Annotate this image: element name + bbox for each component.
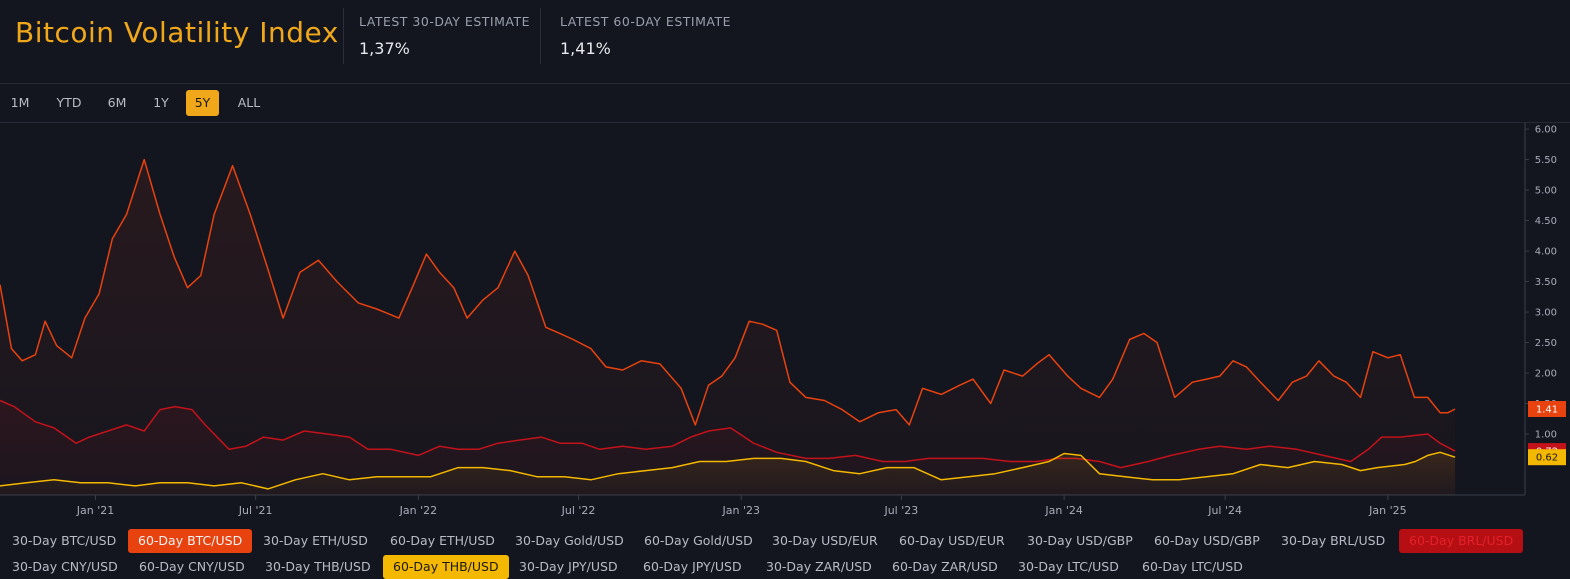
legend-item-60-day-brl-usd[interactable]: 60-Day BRL/USD (1399, 529, 1524, 553)
y-tick-label: 3.50 (1535, 277, 1557, 288)
x-tick-label: Jan '21 (76, 504, 114, 517)
x-tick-label: Jan '25 (1368, 504, 1406, 517)
series-area-60-day-thb-usd (0, 452, 1456, 495)
y-tick-label: 4.50 (1535, 216, 1557, 227)
y-tick-label: 3.00 (1535, 308, 1557, 319)
legend-item-30-day-ltc-usd[interactable]: 30-Day LTC/USD (1018, 559, 1119, 574)
range-button-6m[interactable]: 6M (107, 95, 127, 110)
legend-item-60-day-eth-usd[interactable]: 60-Day ETH/USD (390, 533, 495, 548)
legend-item-30-day-brl-usd[interactable]: 30-Day BRL/USD (1281, 533, 1386, 548)
range-button-ytd[interactable]: YTD (56, 95, 82, 110)
chart-area[interactable]: 1.001.502.002.503.003.504.004.505.005.50… (0, 122, 1570, 523)
legend-item-60-day-jpy-usd[interactable]: 60-Day JPY/USD (643, 559, 742, 574)
last-value-tag-60-day-thb-usd (1528, 449, 1566, 466)
legend-item-60-day-zar-usd[interactable]: 60-Day ZAR/USD (892, 559, 998, 574)
series-area-60-day-btc-usd (0, 159, 1456, 495)
x-tick-label: Jan '23 (722, 504, 760, 517)
x-tick-label: Jan '22 (399, 504, 437, 517)
legend-item-60-day-cny-usd[interactable]: 60-Day CNY/USD (139, 559, 245, 574)
legend-item-30-day-zar-usd[interactable]: 30-Day ZAR/USD (766, 559, 872, 574)
legend-item-60-day-gold-usd[interactable]: 60-Day Gold/USD (644, 533, 753, 548)
series-line-60-day-thb-usd (0, 451, 1456, 490)
header: Bitcoin Volatility Index LATEST 30-DAY E… (0, 0, 1570, 84)
header-divider (343, 8, 344, 64)
legend-item-30-day-thb-usd[interactable]: 30-Day THB/USD (265, 559, 371, 574)
stat-60-day-label: LATEST 60-DAY ESTIMATE (560, 14, 731, 29)
legend-item-30-day-gold-usd[interactable]: 30-Day Gold/USD (515, 533, 624, 548)
x-tick-label: Jul '24 (1207, 504, 1242, 517)
stat-30-day-value: 1,37% (359, 39, 410, 58)
y-tick-label: 2.50 (1535, 338, 1557, 349)
legend-item-30-day-usd-eur[interactable]: 30-Day USD/EUR (772, 533, 878, 548)
legend-item-60-day-usd-gbp[interactable]: 60-Day USD/GBP (1154, 533, 1260, 548)
legend-item-30-day-usd-gbp[interactable]: 30-Day USD/GBP (1027, 533, 1133, 548)
y-tick-label: 2.00 (1535, 369, 1557, 380)
x-tick-label: Jan '24 (1044, 504, 1082, 517)
legend-item-60-day-thb-usd[interactable]: 60-Day THB/USD (383, 555, 509, 579)
page-title: Bitcoin Volatility Index (15, 16, 339, 49)
stat-60-day-value: 1,41% (560, 39, 611, 58)
range-button-1m[interactable]: 1M (10, 95, 30, 110)
stat-30-day: LATEST 30-DAY ESTIMATE 1,37% (359, 14, 530, 58)
x-tick-label: Jul '22 (561, 504, 596, 517)
range-button-5y[interactable]: 5Y (186, 90, 219, 116)
y-tick-label: 6.00 (1535, 125, 1557, 136)
legend-item-30-day-jpy-usd[interactable]: 30-Day JPY/USD (519, 559, 618, 574)
y-tick-label: 4.00 (1535, 247, 1557, 258)
header-divider (540, 8, 541, 64)
x-tick-label: Jul '23 (883, 504, 918, 517)
legend-item-60-day-ltc-usd[interactable]: 60-Day LTC/USD (1142, 559, 1243, 574)
series-legend: 30-Day BTC/USD 60-Day BTC/USD 30-Day ETH/U… (0, 529, 1570, 579)
y-tick-label: 5.50 (1535, 155, 1557, 166)
volatility-chart[interactable]: 1.001.502.002.503.003.504.004.505.005.50… (0, 123, 1570, 523)
legend-item-30-day-eth-usd[interactable]: 30-Day ETH/USD (263, 533, 368, 548)
stat-30-day-label: LATEST 30-DAY ESTIMATE (359, 14, 530, 29)
legend-item-60-day-btc-usd[interactable]: 60-Day BTC/USD (128, 529, 253, 553)
series-line-60-day-brl-usd (0, 399, 1456, 469)
range-button-1y[interactable]: 1Y (153, 95, 169, 110)
last-value-tag-60-day-btc-usd (1528, 401, 1566, 418)
range-button-all[interactable]: ALL (237, 95, 261, 110)
y-tick-label: 1.00 (1535, 430, 1557, 441)
legend-item-30-day-btc-usd[interactable]: 30-Day BTC/USD (12, 533, 117, 548)
legend-item-30-day-cny-usd[interactable]: 30-Day CNY/USD (12, 559, 118, 574)
stat-60-day: LATEST 60-DAY ESTIMATE 1,41% (560, 14, 731, 58)
last-value-label-60-day-thb-usd: 0.62 (1536, 453, 1558, 464)
y-tick-label: 5.00 (1535, 186, 1557, 197)
last-value-label-60-day-btc-usd: 1.41 (1536, 405, 1558, 416)
series-line-60-day-btc-usd (0, 158, 1456, 426)
x-tick-label: Jul '21 (238, 504, 273, 517)
legend-item-60-day-usd-eur[interactable]: 60-Day USD/EUR (899, 533, 1005, 548)
